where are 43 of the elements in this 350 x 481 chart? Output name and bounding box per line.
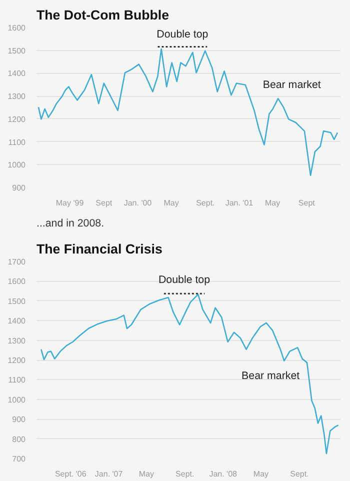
x-tick-label: May '99 xyxy=(56,198,84,208)
y-tick-label: 800 xyxy=(12,434,26,444)
y-tick-label: 1300 xyxy=(8,92,26,102)
x-tick-label: Sept xyxy=(96,198,113,208)
y-tick-label: 900 xyxy=(12,415,26,424)
y-tick-label: 700 xyxy=(12,454,26,464)
x-tick-label: Sept. '06 xyxy=(54,470,87,478)
x-tick-label: May xyxy=(253,470,269,478)
x-tick-label: Jan. '00 xyxy=(124,198,152,208)
x-tick-label: May xyxy=(164,198,179,208)
y-tick-label: 1100 xyxy=(8,138,26,147)
y-tick-label: 1000 xyxy=(8,395,26,404)
y-tick-label: 1300 xyxy=(8,336,26,346)
annotation: Bear market xyxy=(242,370,300,382)
y-tick-label: 1400 xyxy=(8,69,26,78)
annotation: Double top xyxy=(156,28,208,41)
x-tick-label: Jan. '01 xyxy=(225,198,254,208)
line-series xyxy=(38,48,338,176)
chart-subtitle: ...and in 2008. xyxy=(36,218,104,230)
chart-title: The Financial Crisis xyxy=(36,242,162,256)
y-tick-label: 1100 xyxy=(8,376,26,385)
y-tick-label: 1600 xyxy=(8,24,26,32)
x-tick-label: Sept. xyxy=(176,470,194,478)
y-tick-label: 1500 xyxy=(8,46,26,56)
y-tick-label: 1700 xyxy=(8,258,26,266)
annotation: Bear market xyxy=(262,79,321,92)
x-tick-label: Sept xyxy=(298,198,316,208)
x-tick-label: Jan. '08 xyxy=(209,470,238,478)
x-tick-label: May xyxy=(138,470,154,478)
y-tick-label: 1600 xyxy=(8,277,26,286)
line-series xyxy=(40,294,339,454)
y-tick-label: 1200 xyxy=(8,114,26,124)
annotation: Double top xyxy=(158,274,210,286)
y-tick-label: 900 xyxy=(12,184,26,192)
y-tick-label: 1400 xyxy=(8,316,26,326)
x-tick-label: Sept. xyxy=(290,470,309,478)
x-tick-label: May xyxy=(264,198,280,208)
x-tick-label: Sept. xyxy=(196,198,215,208)
y-tick-label: 1200 xyxy=(8,356,26,365)
x-tick-label: Jan. '07 xyxy=(94,470,124,478)
y-tick-label: 1000 xyxy=(8,160,26,170)
y-tick-label: 1500 xyxy=(8,296,26,306)
chart-title: The Dot-Com Bubble xyxy=(36,8,170,22)
